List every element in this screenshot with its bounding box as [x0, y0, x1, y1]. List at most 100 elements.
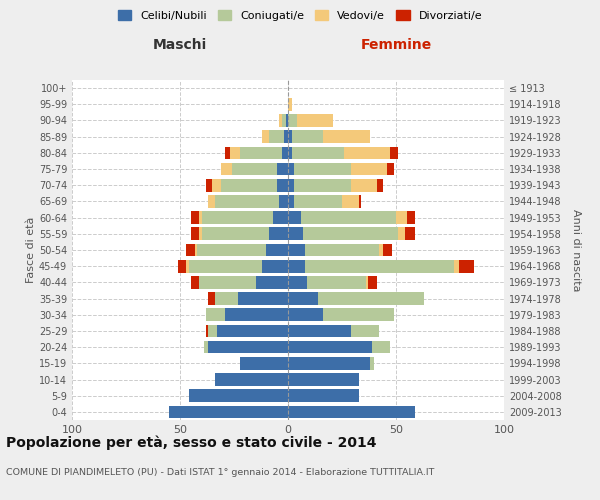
Bar	[221, 179, 277, 192]
Bar	[188, 390, 288, 402]
Bar	[454, 260, 458, 272]
Bar	[288, 308, 323, 321]
Bar	[288, 179, 295, 192]
Bar	[372, 341, 389, 353]
Bar	[404, 228, 415, 240]
Bar	[396, 212, 407, 224]
Bar	[178, 260, 187, 272]
Bar	[292, 130, 323, 143]
Bar	[269, 228, 288, 240]
Bar	[206, 179, 212, 192]
Bar	[318, 292, 424, 305]
Bar	[208, 292, 215, 305]
Bar	[288, 98, 292, 110]
Bar	[288, 406, 415, 418]
Bar	[212, 179, 221, 192]
Bar	[256, 276, 288, 288]
Bar	[398, 228, 404, 240]
Bar	[370, 357, 374, 370]
Bar	[342, 195, 359, 207]
Bar	[288, 195, 295, 207]
Bar	[280, 114, 281, 127]
Bar	[407, 212, 415, 224]
Bar	[295, 195, 342, 207]
Bar	[323, 130, 370, 143]
Bar	[288, 373, 359, 386]
Bar	[187, 260, 188, 272]
Bar	[323, 308, 394, 321]
Bar	[226, 308, 288, 321]
Text: COMUNE DI PIANDIMELETO (PU) - Dati ISTAT 1° gennaio 2014 - Elaborazione TUTTITAL: COMUNE DI PIANDIMELETO (PU) - Dati ISTAT…	[6, 468, 434, 477]
Y-axis label: Fasce di età: Fasce di età	[26, 217, 36, 283]
Bar	[359, 195, 361, 207]
Bar	[277, 179, 288, 192]
Bar	[199, 228, 202, 240]
Bar	[232, 162, 277, 175]
Bar	[288, 212, 301, 224]
Bar	[217, 324, 288, 338]
Bar	[187, 244, 195, 256]
Bar	[206, 308, 226, 321]
Bar	[284, 130, 288, 143]
Bar	[169, 406, 288, 418]
Bar	[277, 162, 288, 175]
Bar	[296, 114, 334, 127]
Legend: Celibi/Nubili, Coniugati/e, Vedovi/e, Divorziati/e: Celibi/Nubili, Coniugati/e, Vedovi/e, Di…	[113, 6, 487, 25]
Bar	[199, 276, 256, 288]
Bar	[262, 260, 288, 272]
Bar	[379, 244, 383, 256]
Bar	[368, 276, 377, 288]
Bar	[295, 162, 350, 175]
Text: Popolazione per età, sesso e stato civile - 2014: Popolazione per età, sesso e stato civil…	[6, 435, 377, 450]
Bar	[288, 292, 318, 305]
Bar	[191, 212, 199, 224]
Bar	[280, 195, 288, 207]
Bar	[281, 146, 288, 159]
Bar	[458, 260, 474, 272]
Bar	[288, 357, 370, 370]
Bar	[288, 146, 292, 159]
Text: Maschi: Maschi	[153, 38, 207, 52]
Bar	[215, 292, 238, 305]
Bar	[208, 324, 217, 338]
Bar	[226, 146, 230, 159]
Bar	[288, 244, 305, 256]
Bar	[288, 114, 296, 127]
Bar	[388, 162, 394, 175]
Bar	[204, 341, 208, 353]
Bar	[288, 260, 305, 272]
Bar	[288, 390, 359, 402]
Bar	[199, 212, 202, 224]
Bar	[281, 114, 286, 127]
Bar	[350, 324, 379, 338]
Bar	[307, 276, 366, 288]
Bar	[286, 114, 288, 127]
Bar	[215, 373, 288, 386]
Bar	[288, 276, 307, 288]
Bar	[350, 162, 388, 175]
Bar	[262, 130, 269, 143]
Bar	[366, 276, 368, 288]
Bar	[389, 146, 398, 159]
Bar	[241, 146, 281, 159]
Bar	[208, 195, 215, 207]
Bar	[377, 179, 383, 192]
Bar	[188, 260, 262, 272]
Bar	[206, 324, 208, 338]
Bar	[383, 244, 392, 256]
Bar	[288, 130, 292, 143]
Bar	[305, 260, 454, 272]
Bar	[295, 179, 350, 192]
Bar	[191, 276, 199, 288]
Bar	[273, 212, 288, 224]
Bar	[221, 162, 232, 175]
Bar	[288, 162, 295, 175]
Bar	[202, 212, 273, 224]
Bar	[266, 244, 288, 256]
Bar	[230, 146, 241, 159]
Bar	[202, 228, 269, 240]
Bar	[303, 228, 398, 240]
Bar	[241, 357, 288, 370]
Bar	[305, 244, 379, 256]
Bar	[191, 228, 199, 240]
